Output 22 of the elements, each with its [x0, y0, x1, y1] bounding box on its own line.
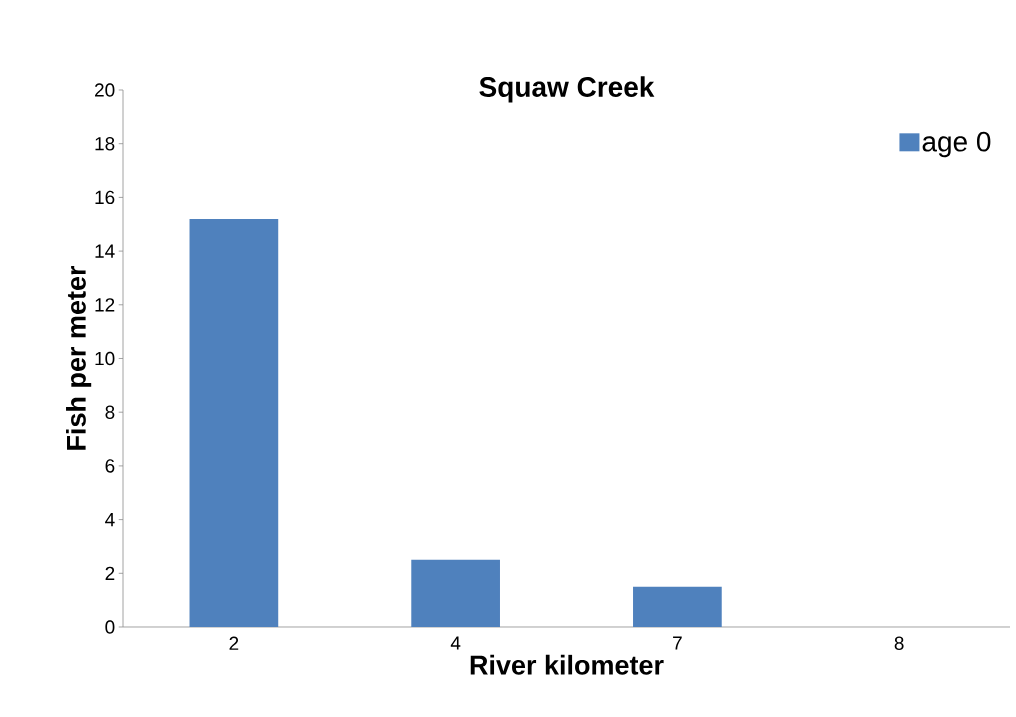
x-axis-title: River kilometer: [470, 654, 664, 675]
legend-label: age 0: [922, 131, 991, 158]
y-tick-label: 18: [95, 136, 115, 151]
y-tick-label: 10: [95, 351, 115, 366]
bar: [411, 559, 500, 627]
y-tick-label: 0: [105, 620, 115, 634]
x-tick-label: 8: [894, 636, 904, 650]
x-tick-label: 7: [673, 636, 682, 650]
y-tick-label: 8: [105, 405, 115, 419]
y-tick-label: 14: [95, 244, 115, 258]
y-tick-label: 6: [105, 459, 115, 473]
y-axis-title: Fish per meter: [66, 265, 92, 450]
x-tick-label: 2: [229, 636, 239, 650]
y-tick-label: 2: [105, 566, 115, 580]
chart-title: Squaw Creek: [479, 76, 655, 103]
y-tick-label: 20: [95, 83, 115, 97]
bar: [189, 218, 279, 627]
bar: [633, 586, 722, 627]
x-tick-label: 4: [450, 636, 461, 650]
y-tick-label: 12: [95, 298, 115, 312]
y-tick-label: 16: [95, 190, 115, 205]
y-tick-label: 4: [105, 513, 115, 527]
